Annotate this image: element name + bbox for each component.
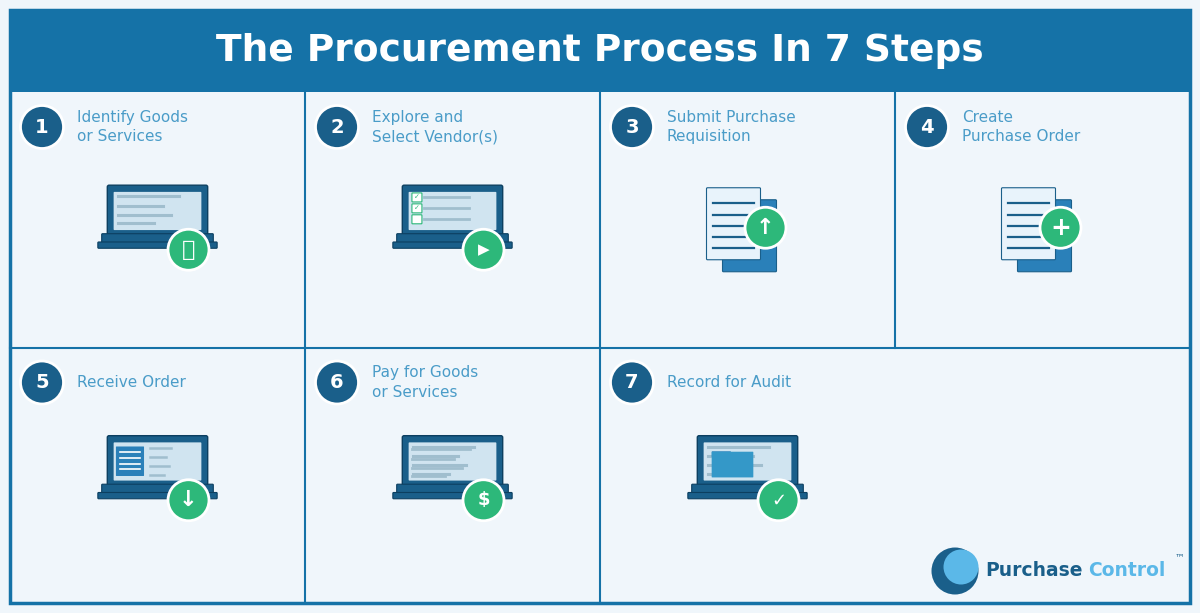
Text: Create
Purchase Order: Create Purchase Order <box>962 110 1080 144</box>
FancyBboxPatch shape <box>691 484 803 494</box>
Circle shape <box>611 361 654 404</box>
FancyBboxPatch shape <box>402 185 503 236</box>
FancyBboxPatch shape <box>1002 188 1056 260</box>
Text: Control: Control <box>1088 562 1165 581</box>
FancyBboxPatch shape <box>102 484 214 494</box>
Circle shape <box>906 105 948 148</box>
Text: ™: ™ <box>1175 552 1184 562</box>
FancyBboxPatch shape <box>703 443 791 481</box>
Text: Pay for Goods
or Services: Pay for Goods or Services <box>372 365 479 400</box>
FancyBboxPatch shape <box>397 234 509 243</box>
Text: 4: 4 <box>920 118 934 137</box>
Circle shape <box>943 549 978 585</box>
Text: Explore and
Select Vendor(s): Explore and Select Vendor(s) <box>372 110 498 144</box>
FancyBboxPatch shape <box>114 192 202 230</box>
Circle shape <box>1040 207 1081 248</box>
FancyBboxPatch shape <box>107 185 208 236</box>
FancyBboxPatch shape <box>409 443 497 481</box>
Circle shape <box>931 547 978 595</box>
FancyBboxPatch shape <box>712 452 754 478</box>
FancyBboxPatch shape <box>1018 200 1072 272</box>
Circle shape <box>611 105 654 148</box>
Circle shape <box>745 207 786 248</box>
Circle shape <box>20 105 64 148</box>
FancyBboxPatch shape <box>10 10 1190 603</box>
Text: +: + <box>1050 216 1070 240</box>
FancyBboxPatch shape <box>412 204 422 213</box>
Circle shape <box>316 361 359 404</box>
Text: Receive Order: Receive Order <box>77 375 186 390</box>
Text: ↑: ↑ <box>756 218 775 238</box>
FancyBboxPatch shape <box>116 446 144 476</box>
Circle shape <box>463 229 504 270</box>
FancyBboxPatch shape <box>392 242 512 248</box>
Text: ↓: ↓ <box>179 490 198 510</box>
Text: 6: 6 <box>330 373 344 392</box>
FancyBboxPatch shape <box>707 188 761 260</box>
Circle shape <box>316 105 359 148</box>
Text: Record for Audit: Record for Audit <box>667 375 791 390</box>
FancyBboxPatch shape <box>412 193 422 202</box>
Text: 5: 5 <box>35 373 49 392</box>
Text: 1: 1 <box>35 118 49 137</box>
Circle shape <box>168 480 209 521</box>
Text: 7: 7 <box>625 373 638 392</box>
FancyBboxPatch shape <box>392 492 512 499</box>
Circle shape <box>758 480 799 521</box>
FancyBboxPatch shape <box>98 492 217 499</box>
FancyBboxPatch shape <box>102 234 214 243</box>
Text: Submit Purchase
Requisition: Submit Purchase Requisition <box>667 110 796 144</box>
FancyBboxPatch shape <box>712 451 731 457</box>
Text: Purchase: Purchase <box>985 562 1082 581</box>
FancyBboxPatch shape <box>114 443 202 481</box>
FancyBboxPatch shape <box>107 436 208 487</box>
Text: ✓: ✓ <box>770 491 786 509</box>
Text: The Procurement Process In 7 Steps: The Procurement Process In 7 Steps <box>216 33 984 69</box>
Text: ▶: ▶ <box>478 242 490 257</box>
Text: 3: 3 <box>625 118 638 137</box>
Text: Identify Goods
or Services: Identify Goods or Services <box>77 110 188 144</box>
Circle shape <box>463 480 504 521</box>
FancyBboxPatch shape <box>397 484 509 494</box>
FancyBboxPatch shape <box>688 492 808 499</box>
FancyBboxPatch shape <box>98 242 217 248</box>
Text: ⌕: ⌕ <box>182 240 196 260</box>
Text: $: $ <box>478 491 490 509</box>
FancyBboxPatch shape <box>722 200 776 272</box>
FancyBboxPatch shape <box>697 436 798 487</box>
FancyBboxPatch shape <box>412 215 422 224</box>
FancyBboxPatch shape <box>409 192 497 230</box>
Text: 2: 2 <box>330 118 344 137</box>
FancyBboxPatch shape <box>10 10 1190 92</box>
Circle shape <box>20 361 64 404</box>
Text: ✓: ✓ <box>414 205 420 211</box>
FancyBboxPatch shape <box>402 436 503 487</box>
Text: ✓: ✓ <box>414 194 420 200</box>
Circle shape <box>168 229 209 270</box>
